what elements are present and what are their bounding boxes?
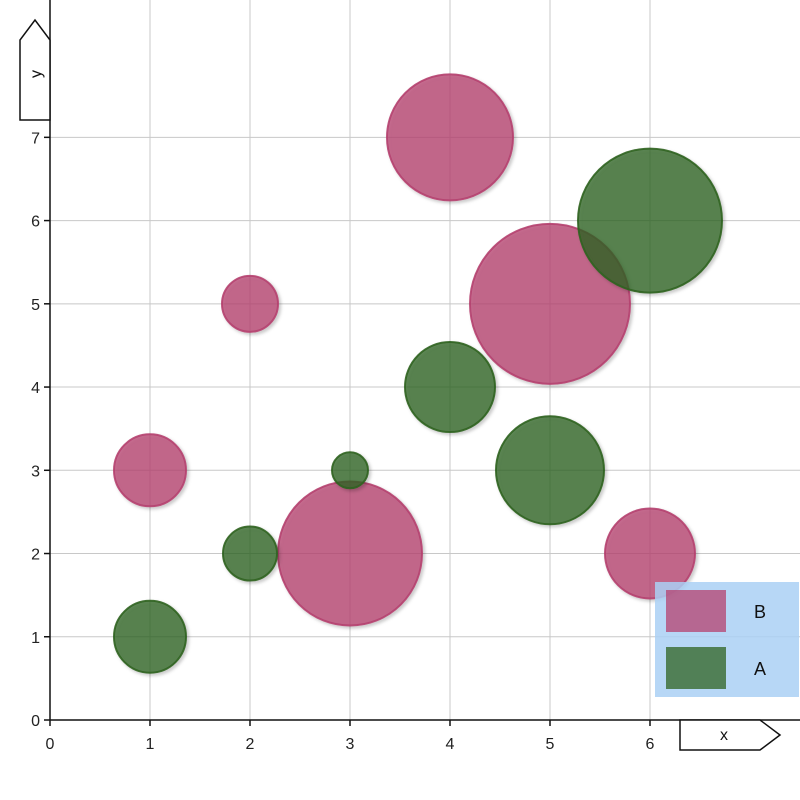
y-tick-label-3: 3: [31, 463, 40, 480]
legend-label-B: B: [754, 602, 766, 622]
bubble-A-6: [577, 147, 723, 294]
bubble-A-5: [495, 415, 605, 526]
x-axis-title: x: [720, 727, 728, 744]
bubble-B-2: [221, 274, 279, 333]
x-tick-label-6: 6: [646, 736, 655, 753]
y-tick-label-1: 1: [31, 630, 40, 647]
y-tick-label-7: 7: [31, 130, 40, 147]
series-A: [113, 147, 723, 674]
y-axis-title: y: [28, 70, 45, 78]
x-tick-label-2: 2: [246, 736, 255, 753]
legend-label-A: A: [754, 659, 766, 679]
legend-swatch-B: [666, 590, 726, 632]
bubble-B-3: [277, 480, 423, 627]
x-axis-title-box: [679, 719, 782, 751]
y-tick-label-5: 5: [31, 297, 40, 314]
legend-swatch-A: [666, 647, 726, 689]
axes: 0 1 2 3 4 5 6 0 1 2 3 4 5 6 7 x y: [19, 0, 800, 753]
legend: BA: [655, 582, 799, 697]
bubble-A-1: [113, 599, 187, 674]
y-tick-label-6: 6: [31, 214, 40, 231]
bubble-A-4: [404, 341, 496, 434]
y-tick-label-4: 4: [31, 380, 40, 397]
bubble-B-5: [469, 222, 631, 385]
x-tick-label-5: 5: [546, 736, 555, 753]
bubble-A-3: [331, 451, 369, 490]
bubble-B-1: [113, 433, 187, 508]
x-tick-label-4: 4: [446, 736, 455, 753]
bubble-A-2: [222, 525, 278, 582]
bubbles: [113, 73, 723, 674]
series-B: [113, 73, 696, 627]
bubble-B-6: [604, 507, 696, 600]
bubble-B-4: [386, 73, 514, 202]
y-tick-label-2: 2: [31, 547, 40, 564]
x-tick-label-3: 3: [346, 736, 355, 753]
y-axis-title-box: [19, 18, 51, 121]
x-tick-label-1: 1: [146, 736, 155, 753]
x-tick-label-0: 0: [46, 736, 55, 753]
y-tick-label-0: 0: [31, 713, 40, 730]
